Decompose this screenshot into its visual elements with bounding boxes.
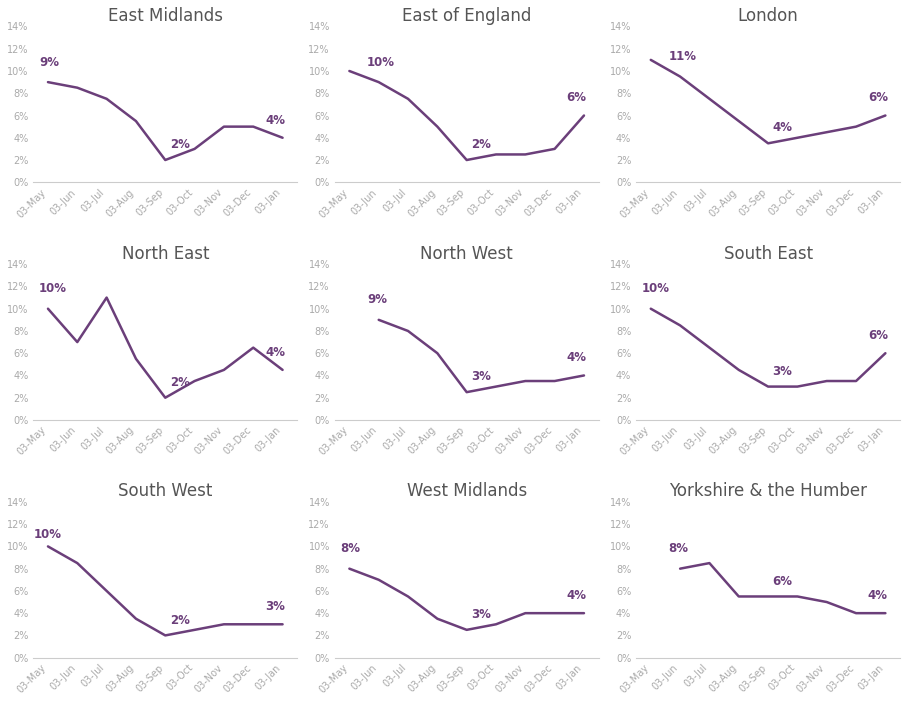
Title: East of England: East of England	[402, 7, 532, 25]
Text: 2%: 2%	[170, 138, 190, 151]
Text: 2%: 2%	[471, 138, 491, 151]
Title: South East: South East	[724, 245, 813, 263]
Text: 6%: 6%	[868, 91, 888, 105]
Text: 9%: 9%	[367, 293, 387, 307]
Title: North West: North West	[420, 245, 513, 263]
Text: 4%: 4%	[265, 114, 285, 126]
Title: East Midlands: East Midlands	[108, 7, 223, 25]
Text: 10%: 10%	[642, 282, 670, 296]
Text: 10%: 10%	[39, 282, 67, 296]
Title: Yorkshire & the Humber: Yorkshire & the Humber	[669, 482, 867, 501]
Text: 6%: 6%	[868, 329, 888, 342]
Text: 2%: 2%	[170, 376, 190, 389]
Title: London: London	[737, 7, 798, 25]
Text: 10%: 10%	[367, 55, 395, 69]
Title: North East: North East	[122, 245, 209, 263]
Text: 2%: 2%	[170, 614, 190, 626]
Text: 3%: 3%	[471, 370, 491, 383]
Text: 8%: 8%	[668, 543, 688, 555]
Text: 3%: 3%	[773, 364, 793, 378]
Text: 3%: 3%	[265, 600, 285, 613]
Text: 6%: 6%	[773, 574, 793, 588]
Text: 11%: 11%	[668, 51, 697, 63]
Text: 4%: 4%	[868, 589, 888, 602]
Text: 6%: 6%	[566, 91, 587, 105]
Text: 8%: 8%	[340, 543, 361, 555]
Text: 4%: 4%	[566, 589, 587, 602]
Text: 4%: 4%	[773, 121, 793, 134]
Text: 3%: 3%	[471, 608, 491, 621]
Text: 4%: 4%	[265, 346, 285, 359]
Text: 10%: 10%	[34, 528, 62, 541]
Title: West Midlands: West Midlands	[406, 482, 527, 501]
Text: 9%: 9%	[39, 55, 59, 69]
Title: South West: South West	[118, 482, 212, 501]
Text: 4%: 4%	[566, 351, 587, 364]
